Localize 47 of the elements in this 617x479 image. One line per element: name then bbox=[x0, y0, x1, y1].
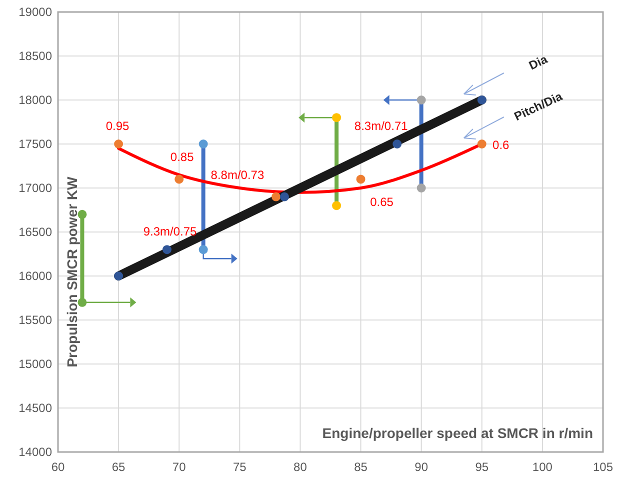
x-tick-label: 80 bbox=[294, 460, 308, 474]
y-tick-label: 17500 bbox=[18, 137, 52, 151]
x-tick-label: 70 bbox=[172, 460, 186, 474]
point bbox=[174, 174, 184, 184]
x-tick-label: 100 bbox=[532, 460, 553, 474]
annotation: 0.85 bbox=[170, 150, 194, 164]
y-tick-label: 18500 bbox=[18, 49, 52, 63]
x-tick-label: 60 bbox=[51, 460, 65, 474]
annotation: 9.3m/0.75 bbox=[143, 224, 198, 239]
x-tick-label: 90 bbox=[414, 460, 428, 474]
point bbox=[332, 201, 342, 210]
point bbox=[477, 96, 486, 104]
point bbox=[272, 192, 280, 202]
annotation: 0.95 bbox=[106, 119, 130, 133]
y-tick-label: 18000 bbox=[18, 93, 52, 107]
point bbox=[114, 272, 124, 280]
point bbox=[392, 140, 402, 148]
point bbox=[477, 140, 486, 148]
x-tick-label: 95 bbox=[475, 460, 489, 474]
y-tick-label: 14500 bbox=[18, 401, 52, 415]
annotation: 8.3m/0.71 bbox=[354, 119, 408, 133]
point bbox=[332, 113, 342, 122]
y-tick-label: 14000 bbox=[18, 445, 52, 459]
x-tick-label: 105 bbox=[592, 460, 614, 474]
y-axis-title: Propulsion SMCR power KW bbox=[64, 176, 80, 368]
y-tick-label: 16500 bbox=[18, 225, 52, 239]
point bbox=[416, 96, 426, 104]
x-tick-label: 75 bbox=[232, 460, 247, 474]
x-axis-title: Engine/propeller speed at SMCR in r/min bbox=[322, 425, 593, 441]
point bbox=[280, 192, 289, 202]
point bbox=[416, 184, 426, 192]
x-tick-label: 85 bbox=[354, 460, 368, 474]
y-tick-label: 17000 bbox=[18, 181, 52, 195]
point bbox=[198, 140, 208, 148]
y-tick-label: 15500 bbox=[18, 313, 52, 327]
annotation: 0.6 bbox=[492, 138, 510, 152]
annotation: 8.8m/0.73 bbox=[210, 168, 264, 182]
y-tick-label: 16000 bbox=[18, 269, 52, 283]
point bbox=[114, 140, 124, 148]
point bbox=[198, 245, 208, 254]
annotation: 0.65 bbox=[370, 195, 394, 210]
x-tick-label: 65 bbox=[112, 460, 126, 474]
text: Dia bbox=[526, 52, 550, 73]
point bbox=[162, 245, 172, 254]
y-tick-label: 19000 bbox=[18, 5, 52, 19]
point bbox=[356, 174, 366, 184]
y-tick-label: 15000 bbox=[18, 357, 52, 371]
